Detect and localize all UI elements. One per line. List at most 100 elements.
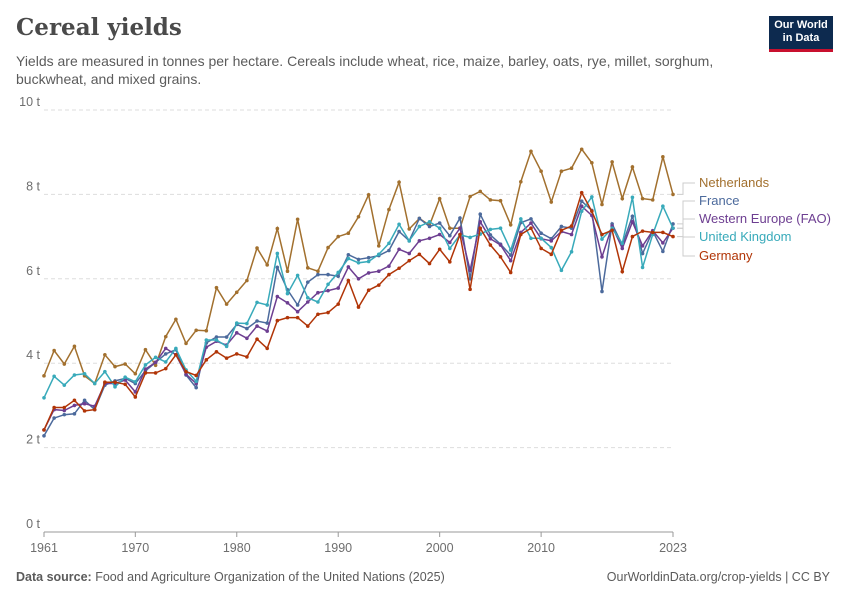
data-point[interactable]	[397, 180, 401, 184]
data-point[interactable]	[194, 373, 198, 378]
data-point[interactable]	[376, 244, 381, 248]
data-point[interactable]	[204, 328, 209, 333]
data-point[interactable]	[326, 310, 330, 315]
data-point[interactable]	[72, 373, 77, 377]
data-point[interactable]	[356, 260, 361, 265]
data-point[interactable]	[498, 255, 503, 259]
data-point[interactable]	[316, 272, 320, 277]
data-point[interactable]	[661, 230, 665, 235]
data-point[interactable]	[316, 290, 320, 295]
data-point[interactable]	[397, 247, 401, 252]
data-point[interactable]	[214, 350, 219, 354]
data-point[interactable]	[650, 198, 655, 202]
data-point[interactable]	[285, 315, 290, 320]
series-line[interactable]	[43, 147, 674, 385]
data-point[interactable]	[184, 341, 188, 346]
data-point[interactable]	[448, 226, 452, 230]
data-point[interactable]	[133, 390, 138, 394]
data-point[interactable]	[82, 409, 87, 413]
data-point[interactable]	[326, 245, 330, 250]
data-point[interactable]	[204, 358, 209, 362]
data-point[interactable]	[590, 195, 594, 199]
data-point[interactable]	[478, 189, 483, 194]
data-point[interactable]	[366, 271, 371, 275]
data-point[interactable]	[153, 355, 158, 360]
series-united-kingdom[interactable]	[42, 195, 675, 400]
data-point[interactable]	[62, 405, 67, 410]
data-point[interactable]	[549, 245, 554, 250]
data-point[interactable]	[529, 149, 533, 154]
data-point[interactable]	[387, 264, 391, 268]
data-point[interactable]	[600, 202, 604, 207]
data-point[interactable]	[448, 246, 452, 251]
series-line[interactable]	[43, 199, 674, 437]
data-point[interactable]	[366, 259, 371, 264]
data-point[interactable]	[194, 379, 198, 384]
data-point[interactable]	[529, 226, 533, 230]
data-point[interactable]	[437, 226, 442, 230]
data-point[interactable]	[62, 412, 67, 417]
data-point[interactable]	[224, 356, 229, 360]
data-point[interactable]	[387, 272, 391, 277]
data-point[interactable]	[153, 371, 158, 375]
data-point[interactable]	[194, 328, 198, 333]
data-point[interactable]	[437, 232, 442, 237]
data-point[interactable]	[498, 243, 503, 247]
legend-label[interactable]: Germany	[699, 248, 753, 263]
data-point[interactable]	[245, 326, 249, 331]
data-point[interactable]	[163, 346, 168, 351]
data-point[interactable]	[620, 241, 625, 246]
data-point[interactable]	[366, 288, 371, 292]
data-point[interactable]	[265, 321, 269, 325]
data-point[interactable]	[458, 232, 462, 237]
data-point[interactable]	[234, 331, 239, 335]
data-point[interactable]	[103, 352, 107, 357]
data-point[interactable]	[163, 334, 168, 339]
data-point[interactable]	[539, 246, 543, 251]
data-point[interactable]	[559, 268, 564, 273]
data-point[interactable]	[214, 285, 219, 290]
data-point[interactable]	[397, 222, 401, 227]
data-point[interactable]	[346, 256, 351, 261]
data-point[interactable]	[417, 224, 422, 229]
data-point[interactable]	[285, 291, 290, 296]
data-point[interactable]	[346, 231, 351, 236]
data-point[interactable]	[549, 239, 554, 243]
data-point[interactable]	[52, 416, 56, 420]
data-point[interactable]	[123, 375, 127, 379]
data-point[interactable]	[214, 335, 219, 339]
data-point[interactable]	[620, 196, 625, 201]
data-point[interactable]	[346, 278, 351, 283]
data-point[interactable]	[488, 198, 493, 202]
data-point[interactable]	[366, 193, 371, 197]
data-point[interactable]	[143, 347, 148, 352]
data-point[interactable]	[407, 258, 412, 263]
data-point[interactable]	[326, 272, 330, 277]
data-point[interactable]	[255, 246, 259, 250]
data-point[interactable]	[376, 252, 381, 257]
data-point[interactable]	[569, 249, 574, 254]
data-point[interactable]	[590, 209, 594, 214]
data-point[interactable]	[387, 207, 391, 212]
data-point[interactable]	[42, 396, 46, 400]
series-western-europe-fao-[interactable]	[42, 204, 675, 432]
data-point[interactable]	[72, 412, 77, 416]
data-point[interactable]	[143, 371, 148, 375]
data-point[interactable]	[42, 428, 46, 432]
data-point[interactable]	[52, 348, 56, 353]
data-point[interactable]	[356, 214, 361, 219]
data-point[interactable]	[407, 239, 412, 243]
data-point[interactable]	[600, 289, 604, 294]
data-point[interactable]	[52, 405, 56, 410]
data-point[interactable]	[671, 192, 675, 197]
data-point[interactable]	[671, 226, 675, 230]
legend-label[interactable]: United Kingdom	[699, 229, 792, 244]
data-point[interactable]	[407, 227, 412, 231]
data-point[interactable]	[113, 385, 117, 389]
data-point[interactable]	[336, 302, 341, 306]
series-line[interactable]	[43, 204, 674, 431]
data-point[interactable]	[407, 251, 412, 256]
license-link[interactable]: OurWorldinData.org/crop-yields | CC BY	[606, 570, 830, 584]
data-point[interactable]	[498, 226, 503, 230]
data-point[interactable]	[630, 220, 635, 224]
